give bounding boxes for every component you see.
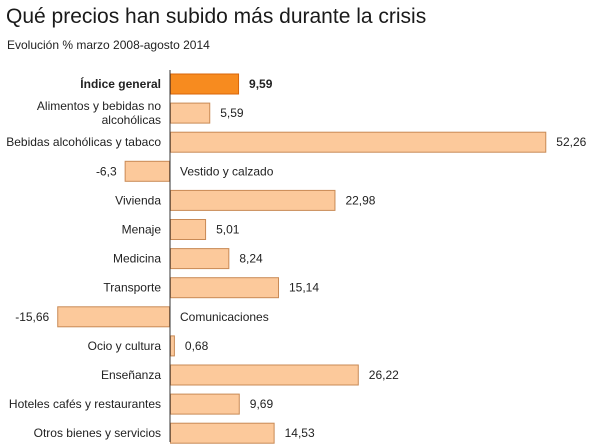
bar-11 [170, 393, 240, 415]
value-label-10: 26,22 [369, 368, 399, 382]
value-label-12: 14,53 [285, 426, 315, 440]
value-label-3: -6,3 [96, 164, 117, 178]
value-label-9: 0,68 [185, 339, 209, 353]
category-label-11: Hoteles cafés y restaurantes [9, 397, 161, 411]
category-label-10: Enseñanza [101, 368, 161, 382]
value-label-0: 9,59 [249, 77, 273, 91]
value-label-4: 22,98 [345, 193, 375, 207]
bar-2 [170, 131, 547, 153]
bar-8 [57, 306, 170, 328]
category-label-1: Alimentos y bebidas no alcohólicas [37, 99, 161, 127]
value-label-1: 5,59 [220, 106, 244, 120]
bar-3 [124, 160, 170, 182]
chart-title: Qué precios han subido más durante la cr… [6, 5, 427, 28]
category-label-12: Otros bienes y servicios [34, 426, 161, 440]
category-label-2: Bebidas alcohólicas y tabaco [6, 135, 161, 149]
bar-9 [170, 335, 175, 357]
bar-12 [170, 422, 275, 444]
category-label-4: Vivienda [115, 193, 161, 207]
bar-4 [170, 189, 336, 211]
value-label-11: 9,69 [250, 397, 274, 411]
category-label-9: Ocio y cultura [88, 339, 162, 353]
category-label-7: Transporte [103, 281, 161, 295]
bar-5 [170, 219, 207, 240]
value-label-6: 8,24 [239, 252, 263, 266]
value-label-5: 5,01 [216, 223, 240, 237]
category-label-6: Medicina [113, 252, 161, 266]
bar-6 [170, 248, 230, 270]
category-label-8: Comunicaciones [180, 310, 269, 324]
value-label-7: 15,14 [289, 281, 319, 295]
value-label-2: 52,26 [556, 135, 586, 149]
chart-subtitle: Evolución % marzo 2008-agosto 2014 [7, 38, 210, 52]
value-label-8: -15,66 [15, 310, 49, 324]
bar-0 [170, 73, 240, 95]
bar-7 [170, 277, 280, 299]
bar-10 [170, 364, 359, 386]
bar-1 [170, 102, 211, 124]
category-label-5: Menaje [122, 223, 162, 237]
category-label-3: Vestido y calzado [180, 164, 274, 178]
category-label-0: Índice general [80, 76, 161, 91]
